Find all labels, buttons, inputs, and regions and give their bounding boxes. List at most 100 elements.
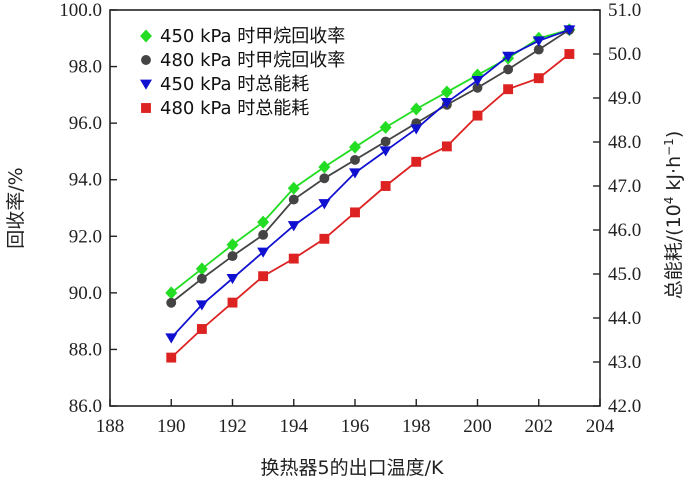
legend-item: 480 kPa 时总能耗 — [141, 98, 309, 119]
legend-marker — [141, 103, 151, 113]
y-left-tick-label: 96.0 — [69, 113, 102, 134]
y-axis-right-title-end: ) — [663, 131, 685, 138]
y-axis-right-title: 总能耗/(104 kJ·h−1) — [662, 131, 685, 300]
data-point — [227, 251, 238, 262]
data-point — [287, 221, 300, 232]
series-line — [170, 29, 570, 304]
y-axis-right: 42.0 43.0 44.0 45.0 46.0 47.0 48.0 49.0 50.0 51.0 — [593, 0, 641, 417]
data-point — [350, 207, 360, 218]
legend-item: 480 kPa 时甲烷回收率 — [141, 50, 345, 71]
data-point — [288, 253, 299, 264]
data-point — [532, 36, 545, 47]
data-point — [287, 181, 300, 195]
data-point — [563, 25, 576, 36]
data-point — [564, 49, 575, 59]
data-point — [379, 120, 392, 134]
y-right-tick-label: 48.0 — [608, 132, 641, 153]
legend-item: 450 kPa 时总能耗 — [140, 74, 309, 95]
y-axis-right-title-sup2: −1 — [662, 138, 676, 156]
data-point — [319, 233, 330, 244]
data-point — [318, 160, 331, 174]
legend-label: 450 kPa 时总能耗 — [160, 74, 309, 95]
data-point — [258, 229, 269, 240]
data-point — [472, 110, 483, 121]
y-axis-left: 86.0 88.0 90.0 92.0 94.0 96.0 98.0 100.0 — [59, 0, 117, 417]
data-point — [380, 136, 391, 147]
y-right-tick-label: 46.0 — [608, 220, 641, 241]
y-axis-left-title: 回收率/% — [5, 167, 27, 248]
data-point — [503, 64, 514, 75]
y-axis-right-title-main: 总能耗/(10 — [663, 204, 685, 299]
x-tick-label: 202 — [525, 416, 554, 437]
x-axis: 188 190 192 194 196 198 200 202 204 — [96, 399, 615, 437]
data-point — [318, 199, 331, 210]
y-left-tick-label: 94.0 — [69, 170, 102, 191]
legend-label: 480 kPa 时甲烷回收率 — [160, 50, 345, 71]
data-point — [471, 75, 484, 87]
x-tick-label: 204 — [586, 416, 615, 437]
legend-marker — [140, 79, 152, 90]
data-point — [257, 247, 270, 258]
y-right-tick-label: 50.0 — [608, 44, 641, 65]
y-right-tick-label: 42.0 — [608, 396, 641, 417]
series-layer — [165, 23, 576, 363]
data-point — [165, 286, 178, 300]
y-left-tick-label: 92.0 — [69, 226, 102, 247]
data-point — [440, 97, 453, 109]
data-point — [166, 297, 177, 308]
data-point — [350, 154, 360, 165]
data-point — [441, 141, 452, 152]
y-left-tick-label: 90.0 — [69, 283, 102, 304]
data-point — [411, 156, 422, 167]
series-line — [170, 53, 570, 359]
data-point — [196, 273, 207, 284]
y-left-tick-label: 88.0 — [69, 339, 102, 360]
legend-label: 450 kPa 时甲烷回收率 — [160, 26, 345, 47]
data-point — [502, 51, 515, 62]
x-tick-label: 200 — [463, 416, 492, 437]
data-point — [319, 173, 330, 184]
y-right-tick-label: 49.0 — [608, 88, 641, 109]
legend-item: 450 kPa 时甲烷回收率 — [140, 26, 345, 47]
data-point — [226, 238, 239, 252]
x-tick-label: 196 — [341, 416, 370, 437]
data-point — [196, 324, 207, 334]
legend: 450 kPa 时甲烷回收率 480 kPa 时甲烷回收率 450 kPa 时总能耗… — [140, 26, 345, 119]
series-2 — [165, 25, 576, 344]
data-point — [533, 44, 544, 55]
data-point — [195, 262, 208, 276]
y-right-tick-label: 44.0 — [608, 308, 641, 329]
data-point — [349, 168, 361, 179]
x-axis-title: 换热器5的出口温度/K — [261, 457, 444, 479]
data-point — [503, 84, 514, 95]
legend-marker — [141, 55, 151, 65]
y-left-tick-label: 100.0 — [59, 0, 102, 21]
x-tick-label: 190 — [157, 416, 186, 437]
data-point — [257, 215, 270, 229]
data-point — [195, 300, 208, 311]
data-point — [165, 333, 178, 344]
data-point — [227, 297, 238, 308]
data-point — [288, 194, 299, 205]
x-tick-label: 192 — [218, 416, 247, 437]
legend-marker — [140, 29, 152, 43]
data-point — [533, 73, 544, 84]
y-right-tick-label: 47.0 — [608, 176, 641, 197]
y-axis-right-title-mid: kJ·h — [663, 156, 685, 197]
x-tick-label: 198 — [402, 416, 431, 437]
data-point — [379, 146, 392, 157]
data-point — [410, 124, 423, 135]
series-3 — [166, 49, 575, 363]
y-right-tick-label: 43.0 — [608, 352, 641, 373]
y-axis-right-title-sup1: 4 — [662, 197, 676, 205]
data-point — [166, 352, 177, 363]
y-left-tick-label: 98.0 — [69, 57, 102, 78]
y-right-tick-label: 45.0 — [608, 264, 641, 285]
x-tick-label: 188 — [96, 416, 125, 437]
data-point — [380, 181, 391, 191]
data-point — [410, 102, 423, 116]
y-right-tick-label: 51.0 — [608, 0, 641, 21]
data-point — [472, 82, 483, 93]
data-point — [258, 271, 269, 282]
